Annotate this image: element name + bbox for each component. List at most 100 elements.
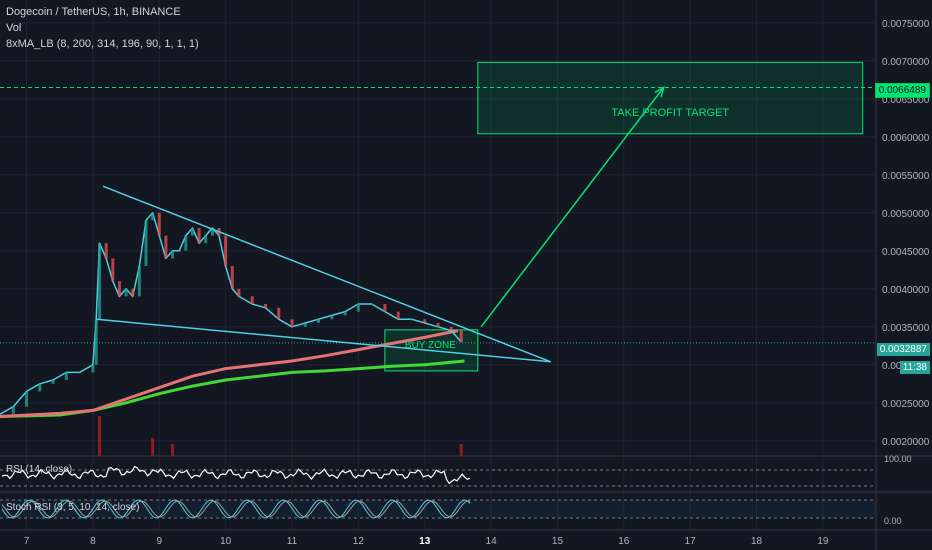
candle xyxy=(184,235,188,251)
volume-bars xyxy=(98,416,463,456)
rsi-legend: RSI (14, close) xyxy=(6,464,73,475)
candle xyxy=(330,315,334,320)
candle xyxy=(144,220,148,266)
x-tick-label: 18 xyxy=(751,536,763,547)
buy-zone-label: BUY ZONE xyxy=(405,340,456,351)
y-tick-label: 0.0035000 xyxy=(882,323,930,334)
last-price-tag: 0.0032887 xyxy=(876,343,930,356)
x-tick-label: 9 xyxy=(156,536,162,547)
y-tick-label: 0.0070000 xyxy=(882,57,930,68)
candle xyxy=(117,281,121,297)
target-arrow-head xyxy=(654,85,665,98)
rsi-tick-label: 100.00 xyxy=(884,454,912,464)
candle xyxy=(64,372,68,380)
x-tick-label: 15 xyxy=(552,536,564,547)
stoch-d-line xyxy=(1,500,471,518)
y-tick-label: 0.0045000 xyxy=(882,247,930,258)
candle xyxy=(98,243,102,320)
y-tick-label: 0.0075000 xyxy=(882,19,930,30)
y-tick-label: 0.0055000 xyxy=(882,171,930,182)
y-tick-label: 0.0025000 xyxy=(882,399,930,410)
x-tick-label: 12 xyxy=(353,536,365,547)
candle xyxy=(25,391,29,407)
y-tick-label: 0.0060000 xyxy=(882,133,930,144)
target-arrow xyxy=(480,86,665,328)
take-profit-price-tag: 0.0066489 xyxy=(874,83,930,98)
candle xyxy=(190,228,194,236)
candle xyxy=(459,330,463,342)
chart-lines xyxy=(0,85,876,418)
candle xyxy=(210,228,214,236)
y-tick-label: 0.0020000 xyxy=(882,437,930,448)
candle xyxy=(111,258,115,282)
stoch-rsi-pane: 0.00 xyxy=(0,499,902,526)
take-profit-label: TAKE PROFIT TARGET xyxy=(611,107,729,119)
candle xyxy=(436,323,440,327)
candle xyxy=(317,319,321,323)
x-tick-label: 8 xyxy=(90,536,96,547)
candle xyxy=(51,380,55,384)
symbol-title: Dogecoin / TetherUS, 1h, BINANCE xyxy=(6,6,181,18)
bar-countdown-tag: 11:38 xyxy=(899,361,930,374)
candle xyxy=(263,304,267,308)
candle xyxy=(38,383,42,392)
candle xyxy=(277,307,281,320)
candle xyxy=(230,266,234,289)
candle xyxy=(171,250,175,259)
candle xyxy=(131,288,135,297)
volume-bar xyxy=(98,416,102,456)
y-tick-label: 0.0040000 xyxy=(882,285,930,296)
rsi-pane: 100.00 xyxy=(0,454,912,487)
candle xyxy=(151,212,155,221)
candle xyxy=(91,364,95,373)
volume-legend: Vol xyxy=(6,22,22,34)
ma-indicator-legend: 8xMA_LB (8, 200, 314, 196, 90, 1, 1, 1) xyxy=(6,38,199,50)
trendline xyxy=(102,185,552,363)
candle xyxy=(409,319,413,321)
y-tick-label: 0.0065000 xyxy=(882,95,930,106)
x-tick-label: 14 xyxy=(486,536,498,547)
candle xyxy=(250,296,254,304)
candle xyxy=(78,372,82,374)
candle xyxy=(396,311,400,320)
volume-bar xyxy=(171,444,175,456)
candle xyxy=(343,311,347,316)
candle xyxy=(449,326,453,331)
candle xyxy=(356,304,360,312)
candle xyxy=(237,288,241,297)
candle xyxy=(383,304,387,312)
candle xyxy=(124,288,128,297)
candle xyxy=(11,406,15,415)
candle xyxy=(224,235,228,266)
stoch-tick-label: 0.00 xyxy=(884,516,902,526)
zone-boxes: TAKE PROFIT TARGET BUY ZONE xyxy=(384,61,864,372)
price-line xyxy=(0,212,462,415)
candle xyxy=(104,243,108,259)
candle xyxy=(290,319,294,327)
trendline xyxy=(96,318,551,363)
candle xyxy=(157,212,161,236)
candle xyxy=(177,250,181,252)
x-tick-label: 16 xyxy=(618,536,630,547)
candle xyxy=(94,319,98,365)
volume-bar xyxy=(151,438,155,456)
candle xyxy=(197,228,201,244)
candle xyxy=(370,304,374,305)
x-tick-label: 17 xyxy=(685,536,697,547)
candle xyxy=(137,266,141,297)
stoch-k-line xyxy=(1,499,471,519)
x-tick-label: 11 xyxy=(287,536,298,547)
y-tick-label: 0.0050000 xyxy=(882,209,930,220)
stoch-rsi-legend: Stoch RSI (3, 5, 10, 14, close) xyxy=(6,502,140,513)
x-tick-label: 10 xyxy=(220,536,232,547)
x-tick-label: 7 xyxy=(24,536,30,547)
candle xyxy=(303,323,307,327)
ma-red-line xyxy=(0,329,459,418)
candle xyxy=(164,235,168,259)
x-tick-label: 13 xyxy=(419,536,431,547)
x-tick-label: 19 xyxy=(817,536,829,547)
volume-bar xyxy=(459,444,463,456)
take-profit-box xyxy=(477,61,864,135)
time-axis: 7 8 9 10 11 12 13 14 15 16 17 18 19 xyxy=(24,536,829,547)
